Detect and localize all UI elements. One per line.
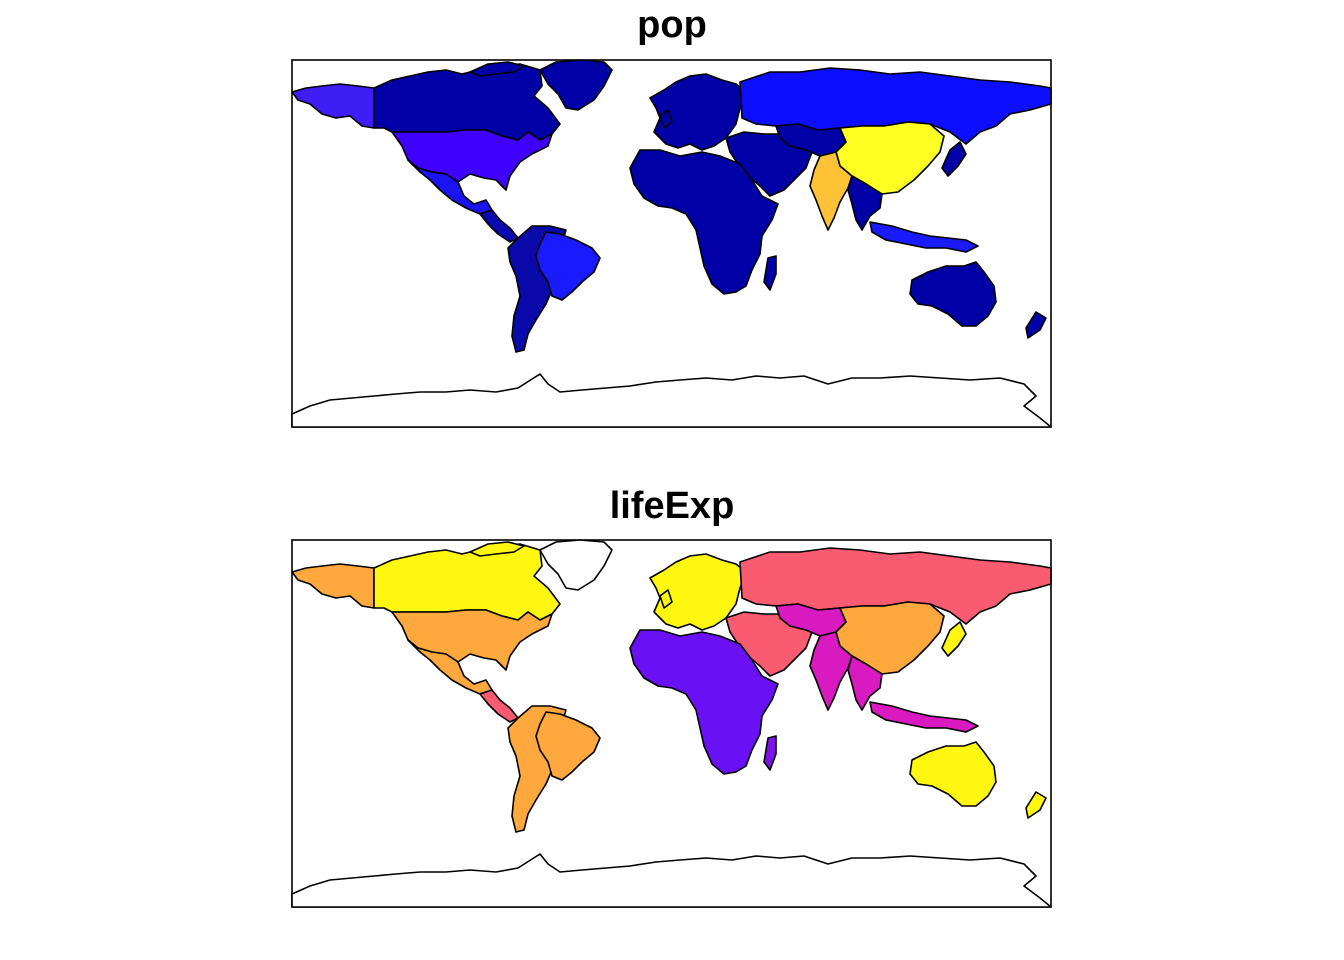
country-region-africa — [629, 149, 779, 295]
country-region-india — [809, 151, 853, 231]
country-region-europe — [649, 73, 747, 151]
country-region-alaska — [291, 563, 375, 609]
country-region-europe — [659, 109, 673, 129]
country-region-brazil — [535, 231, 601, 301]
country-region-new-zealand — [1025, 311, 1047, 339]
country-region-alaska — [291, 83, 375, 129]
country-region-europe — [649, 553, 747, 631]
country-region-north-america-north — [373, 543, 561, 621]
country-region-new-zealand — [1025, 791, 1047, 819]
country-region-japan — [941, 141, 967, 177]
country-region-europe — [659, 589, 673, 609]
country-region-antarctica — [291, 373, 1052, 428]
country-region-usa — [391, 129, 553, 191]
map-title-lifeexp: lifeExp — [609, 485, 735, 527]
country-region-madagascar — [763, 735, 777, 771]
country-region-japan — [941, 621, 967, 657]
world-map-pop — [291, 59, 1052, 428]
country-region-greenland — [539, 59, 613, 111]
country-region-africa — [629, 629, 779, 775]
map-title-pop: pop — [637, 4, 707, 46]
country-region-mexico — [407, 639, 493, 695]
country-region-madagascar — [763, 255, 777, 291]
country-region-indonesia — [869, 701, 979, 733]
country-region-north-america-north — [469, 541, 525, 557]
country-region-central-america — [479, 209, 519, 243]
country-region-australia — [909, 261, 997, 327]
country-region-central-america — [479, 689, 519, 723]
country-region-southeast-asia — [847, 175, 883, 231]
country-region-australia — [909, 741, 997, 807]
country-region-indonesia — [869, 221, 979, 253]
country-region-brazil — [535, 711, 601, 781]
country-region-north-america-north — [469, 61, 525, 77]
country-region-antarctica — [291, 853, 1052, 908]
country-region-greenland — [539, 539, 613, 591]
world-map-lifeexp — [291, 539, 1052, 908]
country-region-north-america-north — [373, 63, 561, 141]
country-region-southeast-asia — [847, 655, 883, 711]
country-region-usa — [391, 609, 553, 671]
country-region-mexico — [407, 159, 493, 215]
country-region-india — [809, 631, 853, 711]
